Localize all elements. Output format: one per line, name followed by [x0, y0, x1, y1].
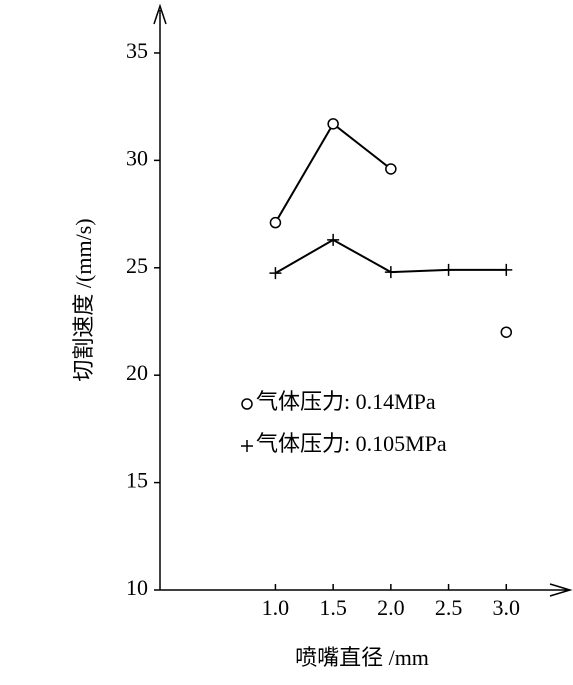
- point: [500, 326, 513, 338]
- point: [385, 163, 397, 175]
- legend-marker: [241, 398, 253, 410]
- point: [327, 233, 340, 246]
- x-axis-label: 喷嘴直径 /mm: [295, 645, 429, 670]
- x-tick-label: 3.0: [493, 595, 521, 620]
- legend-label: 气体压力: 0.105MPa: [256, 431, 447, 456]
- legend-marker: [241, 440, 253, 452]
- point: [442, 263, 455, 276]
- x-tick-label: 1.5: [319, 595, 347, 620]
- y-axis: [153, 3, 167, 590]
- x-tick-label: 2.0: [377, 595, 405, 620]
- y-tick-label: 35: [126, 38, 148, 63]
- point: [327, 118, 339, 130]
- y-tick-label: 20: [126, 360, 148, 385]
- x-tick-label: 2.5: [435, 595, 463, 620]
- legend-label: 气体压力: 0.14MPa: [256, 389, 436, 414]
- point: [384, 266, 397, 279]
- series-line: [275, 124, 506, 332]
- y-tick-label: 30: [126, 145, 148, 170]
- x-axis: [160, 583, 573, 597]
- y-tick-label: 25: [126, 253, 148, 278]
- point: [500, 263, 513, 276]
- y-tick-label: 10: [126, 575, 148, 600]
- point: [269, 267, 282, 280]
- point: [269, 216, 282, 229]
- x-tick-label: 1.0: [262, 595, 290, 620]
- y-tick-label: 15: [126, 468, 148, 493]
- y-axis-label: 切割速度 /(mm/s): [71, 218, 96, 381]
